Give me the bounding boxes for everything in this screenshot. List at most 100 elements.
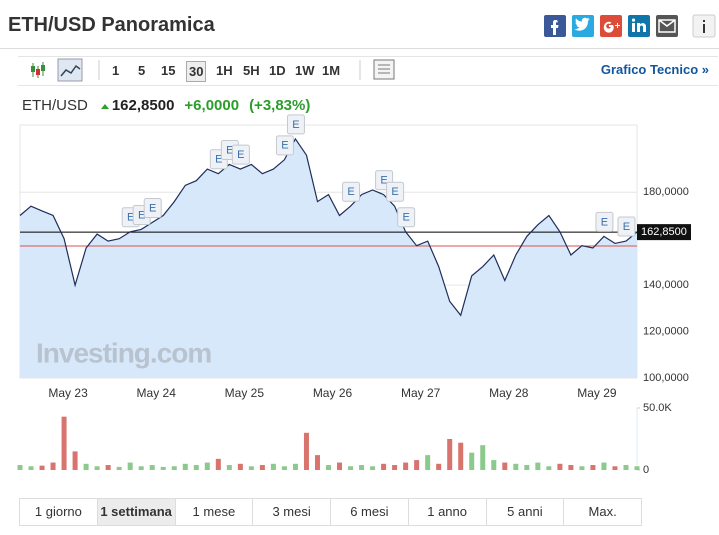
icon-glyph (60, 64, 81, 77)
interval-button[interactable]: 1H (216, 63, 233, 78)
event-marker (617, 216, 636, 237)
icon-glyph (551, 20, 559, 35)
interval-button[interactable]: 5 (138, 63, 146, 78)
volume-bar (127, 462, 133, 470)
volume-bar (50, 462, 56, 470)
volume-bar (623, 465, 629, 470)
y-tick-label: 0 (643, 464, 649, 476)
interval-button[interactable]: 1W (295, 63, 315, 78)
change: +6,0000 (184, 97, 240, 114)
icon-glyph (703, 20, 705, 33)
technical-chart-link[interactable]: Grafico Tecnico » (600, 62, 709, 77)
volume-bar (182, 463, 188, 470)
event-marker (275, 135, 294, 156)
volume-bar (215, 458, 221, 470)
x-tick-label: May 29 (577, 386, 617, 400)
volume-bar (39, 465, 45, 470)
volume-bar (270, 463, 276, 470)
y-tick-label: 50.0K (643, 402, 672, 414)
volume-bar (337, 462, 343, 470)
volume-bar (458, 442, 464, 470)
range-button[interactable]: 1 giorno (20, 499, 98, 525)
volume-bar (425, 455, 431, 470)
volume-bar (403, 462, 409, 470)
volume-bar (72, 451, 78, 470)
event-label: E (292, 119, 299, 131)
event-marker (386, 181, 405, 202)
range-button[interactable]: Max. (588, 504, 617, 519)
event-marker (231, 144, 250, 165)
event-label: E (380, 175, 387, 187)
range-selector: 1 giorno 1 settimana 1 mese 3 mesi 6 mesi 1 a… (19, 498, 642, 526)
volume-bar (17, 465, 23, 470)
up-arrow (101, 104, 109, 109)
line-icon[interactable] (57, 58, 83, 82)
event-marker (143, 197, 162, 218)
icon-glyph (603, 21, 620, 33)
volume-bar (513, 463, 519, 470)
volume-bar (370, 466, 376, 470)
event-label: E (149, 202, 156, 214)
volume-bar (568, 465, 574, 470)
volume-bar (447, 439, 453, 470)
volume-bar (557, 463, 563, 470)
y-tick-label: 140,0000 (643, 279, 689, 291)
event-label: E (402, 212, 409, 224)
last-price-label: 162,8500 (641, 226, 687, 238)
range-button[interactable]: 1 anno (409, 499, 487, 525)
interval-button[interactable]: 5H (243, 63, 260, 78)
y-tick-label: 100,0000 (643, 372, 689, 384)
volume-bar (193, 465, 199, 470)
volume-bar (138, 466, 144, 470)
range-button[interactable]: 5 anni (487, 499, 565, 525)
volume-bar (535, 462, 541, 470)
event-label: E (391, 186, 398, 198)
x-tick-label: May 23 (48, 386, 88, 400)
interval-button[interactable]: 15 (161, 63, 176, 78)
volume-bar (237, 463, 243, 470)
range-button[interactable]: 1 settimana (97, 499, 176, 525)
header-divider (0, 48, 719, 49)
event-label: E (226, 144, 233, 156)
quote: ETH/USD 162,8500 +6,0000 (+3,83%) (22, 97, 320, 114)
event-label: E (215, 154, 222, 166)
volume-bar (480, 445, 486, 470)
volume-bar (436, 463, 442, 470)
x-tick-label: May 27 (401, 386, 441, 400)
range-button[interactable]: 1 mese (176, 499, 254, 525)
volume-bar (579, 466, 585, 470)
icon-glyph (574, 17, 590, 31)
range-button[interactable]: 3 mesi (253, 499, 331, 525)
icon-glyph (378, 64, 390, 74)
volume-bar (469, 452, 475, 470)
price-line (19, 137, 638, 317)
volume-bar (414, 460, 420, 470)
volume-bar (160, 466, 166, 470)
volume-bar (348, 466, 354, 470)
price: 162,8500 (111, 97, 175, 114)
interval-button[interactable]: 30 (186, 61, 207, 82)
volume-bar (94, 466, 100, 470)
event-marker (342, 181, 361, 202)
volume-bar (303, 432, 309, 470)
toolbar-icons (31, 58, 395, 109)
share-icons (544, 14, 716, 38)
volume-bar (149, 465, 155, 470)
interval-button[interactable]: 1M (322, 63, 341, 78)
event-label: E (601, 216, 608, 228)
range-button[interactable]: 6 mesi (331, 499, 409, 525)
volume-bar (359, 465, 365, 470)
y-tick-label: 180,0000 (643, 186, 689, 198)
page-title: ETH/USD Panoramica (8, 14, 215, 36)
event-marker (397, 207, 416, 228)
plot: 100,0000 120,0000 140,0000 180,0000 Investin… (17, 114, 691, 476)
icon-glyph (31, 66, 35, 72)
symbol: ETH/USD (22, 97, 88, 114)
volume-bar (381, 463, 387, 470)
interval-button[interactable]: 1 (112, 63, 120, 78)
x-tick-label: May 24 (137, 386, 177, 400)
interval-button[interactable]: 1D (269, 63, 286, 78)
x-tick-label: May 26 (313, 386, 353, 400)
volume-bar (28, 466, 34, 470)
